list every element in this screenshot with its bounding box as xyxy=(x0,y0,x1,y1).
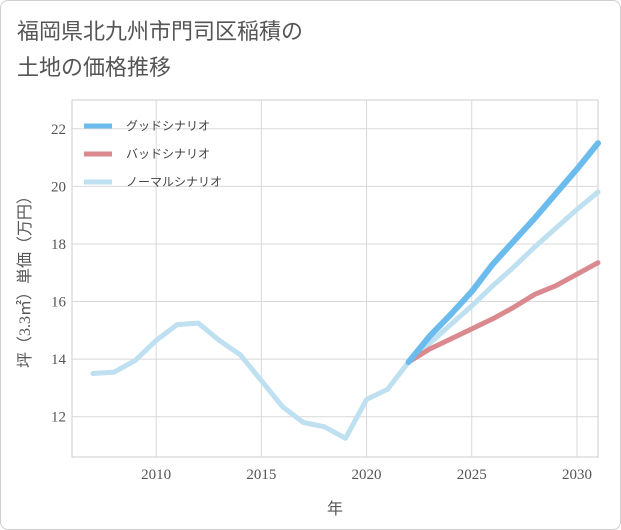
y-tick-label: 22 xyxy=(51,122,66,138)
y-tick-label: 18 xyxy=(51,237,66,253)
series-line-2 xyxy=(90,189,601,441)
y-tick-label: 12 xyxy=(51,410,66,426)
y-axis-label: 坪（3.3㎡）単価（万円） xyxy=(16,188,34,368)
chart-title-line-1: 福岡県北九州市門司区稲積の xyxy=(17,20,304,45)
x-tick-label: 2010 xyxy=(141,467,171,483)
y-tick-label: 20 xyxy=(51,179,66,195)
plot-area xyxy=(71,99,599,458)
x-tick-label: 2030 xyxy=(562,467,592,483)
y-tick-label: 16 xyxy=(51,295,67,311)
chart-title-line-2: 土地の価格推移 xyxy=(17,56,172,81)
x-tick-label: 2015 xyxy=(246,467,276,483)
series-lines xyxy=(90,140,601,441)
tick-labels: 2010 2015 2020 2025 2030 12 14 16 18 20 22 xyxy=(51,122,592,483)
series-line-0 xyxy=(405,140,601,365)
x-axis-label: 年 xyxy=(327,500,343,518)
chart-title: 福岡県北九州市門司区稲積の 土地の価格推移 xyxy=(17,15,437,87)
legend-label: グッドシナリオ xyxy=(126,119,210,133)
legend-label: ノーマルシナリオ xyxy=(126,175,222,189)
series-line-1 xyxy=(406,260,601,365)
legend-label: バッドシナリオ xyxy=(126,147,210,161)
x-tick-label: 2025 xyxy=(457,467,487,483)
y-tick-label: 14 xyxy=(51,352,67,368)
x-tick-label: 2020 xyxy=(352,467,382,483)
